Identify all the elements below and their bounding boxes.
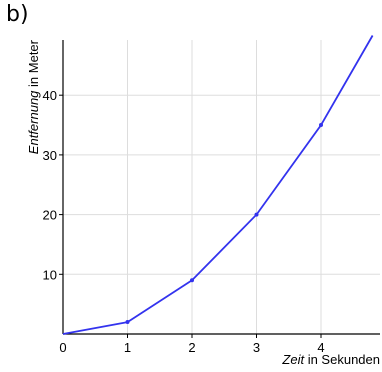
x-tick-label: 0 (59, 340, 66, 355)
y-axis-label: Entfernung in Meter (26, 39, 41, 154)
data-point (254, 212, 259, 217)
series-line (62, 35, 374, 335)
axes (59, 40, 380, 338)
data-series (62, 35, 374, 335)
y-axis-label-italic: Entfernung (26, 90, 41, 154)
x-axis-label-rest: in Sekunden (304, 352, 380, 367)
y-tick-label: 10 (43, 267, 57, 282)
x-axis-label: Zeit in Sekunden (281, 352, 380, 367)
x-tick-label: 2 (188, 340, 195, 355)
data-point (319, 123, 323, 128)
y-axis-label-rest: in Meter (26, 39, 41, 90)
x-axis-label-italic: Zeit (281, 352, 305, 367)
x-tick-label: 1 (124, 340, 131, 355)
y-tick-label: 20 (43, 208, 57, 223)
y-tick-label: 40 (43, 88, 57, 103)
panel-label: b) (6, 2, 29, 27)
data-point (190, 278, 194, 283)
data-point (125, 320, 130, 325)
x-tick-label: 4 (317, 340, 324, 355)
y-tick-label: 30 (43, 148, 57, 163)
x-tick-label: 3 (253, 340, 260, 355)
tick-labels: 0 1 2 3 4 10 20 30 40 (43, 88, 325, 355)
grid-lines (63, 40, 380, 334)
